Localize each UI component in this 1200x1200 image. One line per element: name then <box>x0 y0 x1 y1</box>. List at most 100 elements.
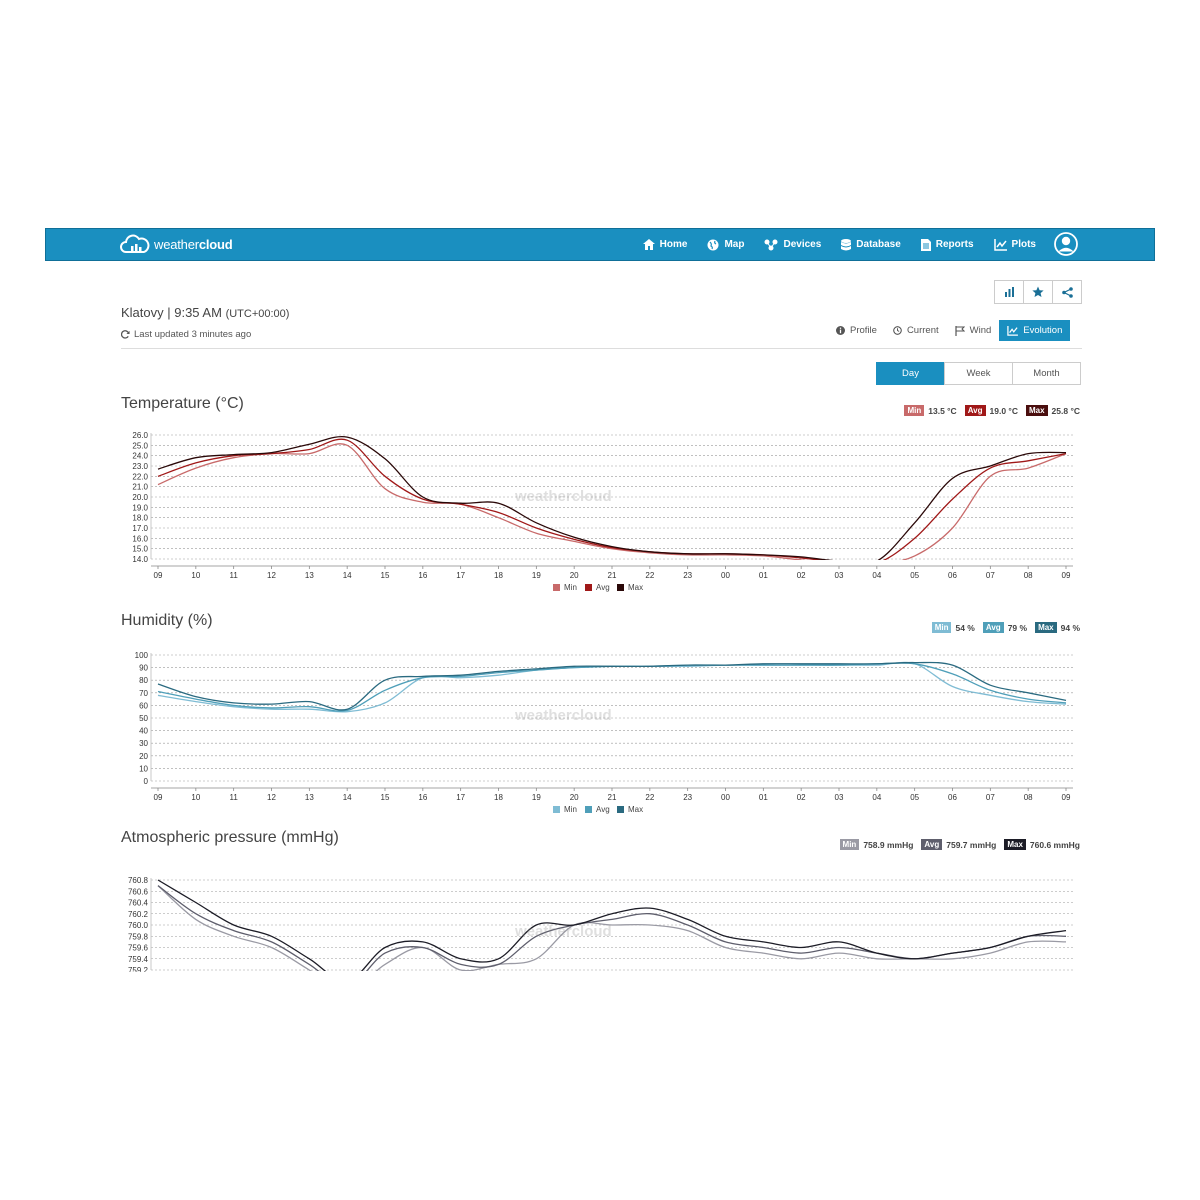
x-tick-label: 05 <box>910 793 919 802</box>
range-week[interactable]: Week <box>944 362 1013 385</box>
y-tick-label: 0 <box>144 777 149 786</box>
legend-label: Max <box>628 583 643 592</box>
nav-reports-label: Reports <box>935 239 974 250</box>
nav-map[interactable]: Map <box>707 239 744 251</box>
nav-database-label: Database <box>856 239 901 250</box>
database-icon <box>841 238 852 250</box>
range-selector: Day Week Month <box>876 362 1081 385</box>
x-tick-label: 13 <box>305 571 314 580</box>
x-tick-label: 08 <box>1024 571 1033 580</box>
nav-plots-label: Plots <box>1011 239 1036 250</box>
series-line-min <box>157 443 1067 560</box>
range-month[interactable]: Month <box>1012 362 1081 385</box>
x-tick-label: 05 <box>910 571 919 580</box>
x-tick-label: 23 <box>683 571 692 580</box>
divider <box>121 348 1082 349</box>
y-tick-label: 759.8 <box>128 932 149 941</box>
badge-max: Max <box>1004 839 1026 850</box>
stats-button[interactable] <box>994 280 1024 304</box>
x-tick-label: 21 <box>608 793 617 802</box>
legend-swatch <box>585 806 592 813</box>
x-tick-label: 10 <box>191 571 200 580</box>
x-tick-label: 17 <box>456 793 465 802</box>
x-tick-label: 09 <box>1062 571 1071 580</box>
y-tick-label: 100 <box>135 651 149 660</box>
favorite-button[interactable] <box>1023 280 1053 304</box>
legend-label: Min <box>564 583 577 592</box>
y-tick-label: 19.0 <box>132 503 148 512</box>
refresh-icon <box>121 330 130 339</box>
cloud-logo-icon <box>120 234 150 253</box>
line-chart-icon <box>1007 325 1019 336</box>
y-tick-label: 40 <box>139 727 148 736</box>
badge-avg-value: 79 % <box>1007 622 1028 633</box>
badge-min-value: 758.9 mmHg <box>863 839 914 850</box>
tab-current[interactable]: Current <box>885 320 947 341</box>
nav-devices[interactable]: Devices <box>764 239 821 251</box>
x-tick-label: 00 <box>721 793 730 802</box>
badge-max-value: 25.8 °C <box>1051 405 1080 416</box>
x-tick-label: 10 <box>191 793 200 802</box>
x-tick-label: 06 <box>948 793 957 802</box>
y-tick-label: 759.6 <box>128 944 149 953</box>
nav-database[interactable]: Database <box>841 238 901 251</box>
devices-icon <box>764 239 778 250</box>
legend-swatch <box>617 806 624 813</box>
badge-min: Min <box>931 622 952 633</box>
tab-evolution-label: Evolution <box>1023 325 1063 336</box>
legend-swatch <box>553 806 560 813</box>
nav-home-label: Home <box>659 239 688 250</box>
badge-min: Min <box>904 405 925 416</box>
weathercloud-logo[interactable]: weathercloud <box>120 232 233 256</box>
x-tick-label: 18 <box>494 793 503 802</box>
x-tick-label: 15 <box>381 793 390 802</box>
tab-profile[interactable]: Profile <box>828 320 885 341</box>
temperature-chart: 14.015.0 16.017.018.0 19.020.021.0 22.023.0… <box>132 431 1073 592</box>
nav-plots[interactable]: Plots <box>993 238 1036 251</box>
last-updated-text: Last updated 3 minutes ago <box>134 329 252 340</box>
top-navbar: weathercloud Home Map Devices Database R… <box>45 228 1155 261</box>
y-tick-label: 16.0 <box>132 534 148 543</box>
star-icon <box>1032 286 1044 297</box>
x-tick-label: 13 <box>305 793 314 802</box>
badge-avg: Avg <box>921 839 943 850</box>
tab-wind[interactable]: Wind <box>947 320 1000 341</box>
humidity-title: Humidity (%) <box>121 612 213 629</box>
series-line-max <box>157 661 1067 711</box>
y-tick-label: 26.0 <box>132 431 148 440</box>
range-day[interactable]: Day <box>876 362 945 385</box>
x-tick-label: 21 <box>608 571 617 580</box>
y-tick-label: 50 <box>139 714 148 723</box>
chart-watermark: weathercloud <box>515 707 612 724</box>
badge-max: Max <box>1035 622 1057 633</box>
share-icon <box>1061 286 1073 298</box>
badge-min: Min <box>839 839 860 850</box>
badge-avg-value: 19.0 °C <box>989 405 1018 416</box>
bar-chart-icon <box>1004 287 1014 297</box>
clock-icon <box>893 326 902 335</box>
x-tick-label: 12 <box>267 571 276 580</box>
flag-icon <box>955 325 965 336</box>
badge-avg: Avg <box>964 405 986 416</box>
y-tick-label: 22.0 <box>132 472 148 481</box>
home-icon <box>642 239 655 250</box>
series-line-avg <box>157 662 1067 712</box>
x-tick-label: 06 <box>948 571 957 580</box>
nav-reports[interactable]: Reports <box>920 238 974 251</box>
y-tick-label: 17.0 <box>132 524 148 533</box>
y-tick-label: 25.0 <box>132 441 148 450</box>
share-button[interactable] <box>1052 280 1082 304</box>
legend-swatch <box>553 584 560 591</box>
tab-evolution[interactable]: Evolution <box>999 320 1071 341</box>
user-menu[interactable] <box>1054 232 1078 261</box>
y-tick-label: 23.0 <box>132 462 148 471</box>
x-tick-label: 07 <box>986 571 995 580</box>
x-tick-label: 01 <box>759 571 768 580</box>
badge-min-value: 54 % <box>955 622 975 633</box>
nav-home[interactable]: Home <box>642 239 688 250</box>
y-tick-label: 15.0 <box>132 545 148 554</box>
temperature-badges: Min 13.5 °C Avg 19.0 °C Max 25.8 °C <box>896 405 1080 416</box>
station-actions <box>994 280 1082 304</box>
view-tabs: Profile Current Wind Evolution <box>828 320 1071 341</box>
